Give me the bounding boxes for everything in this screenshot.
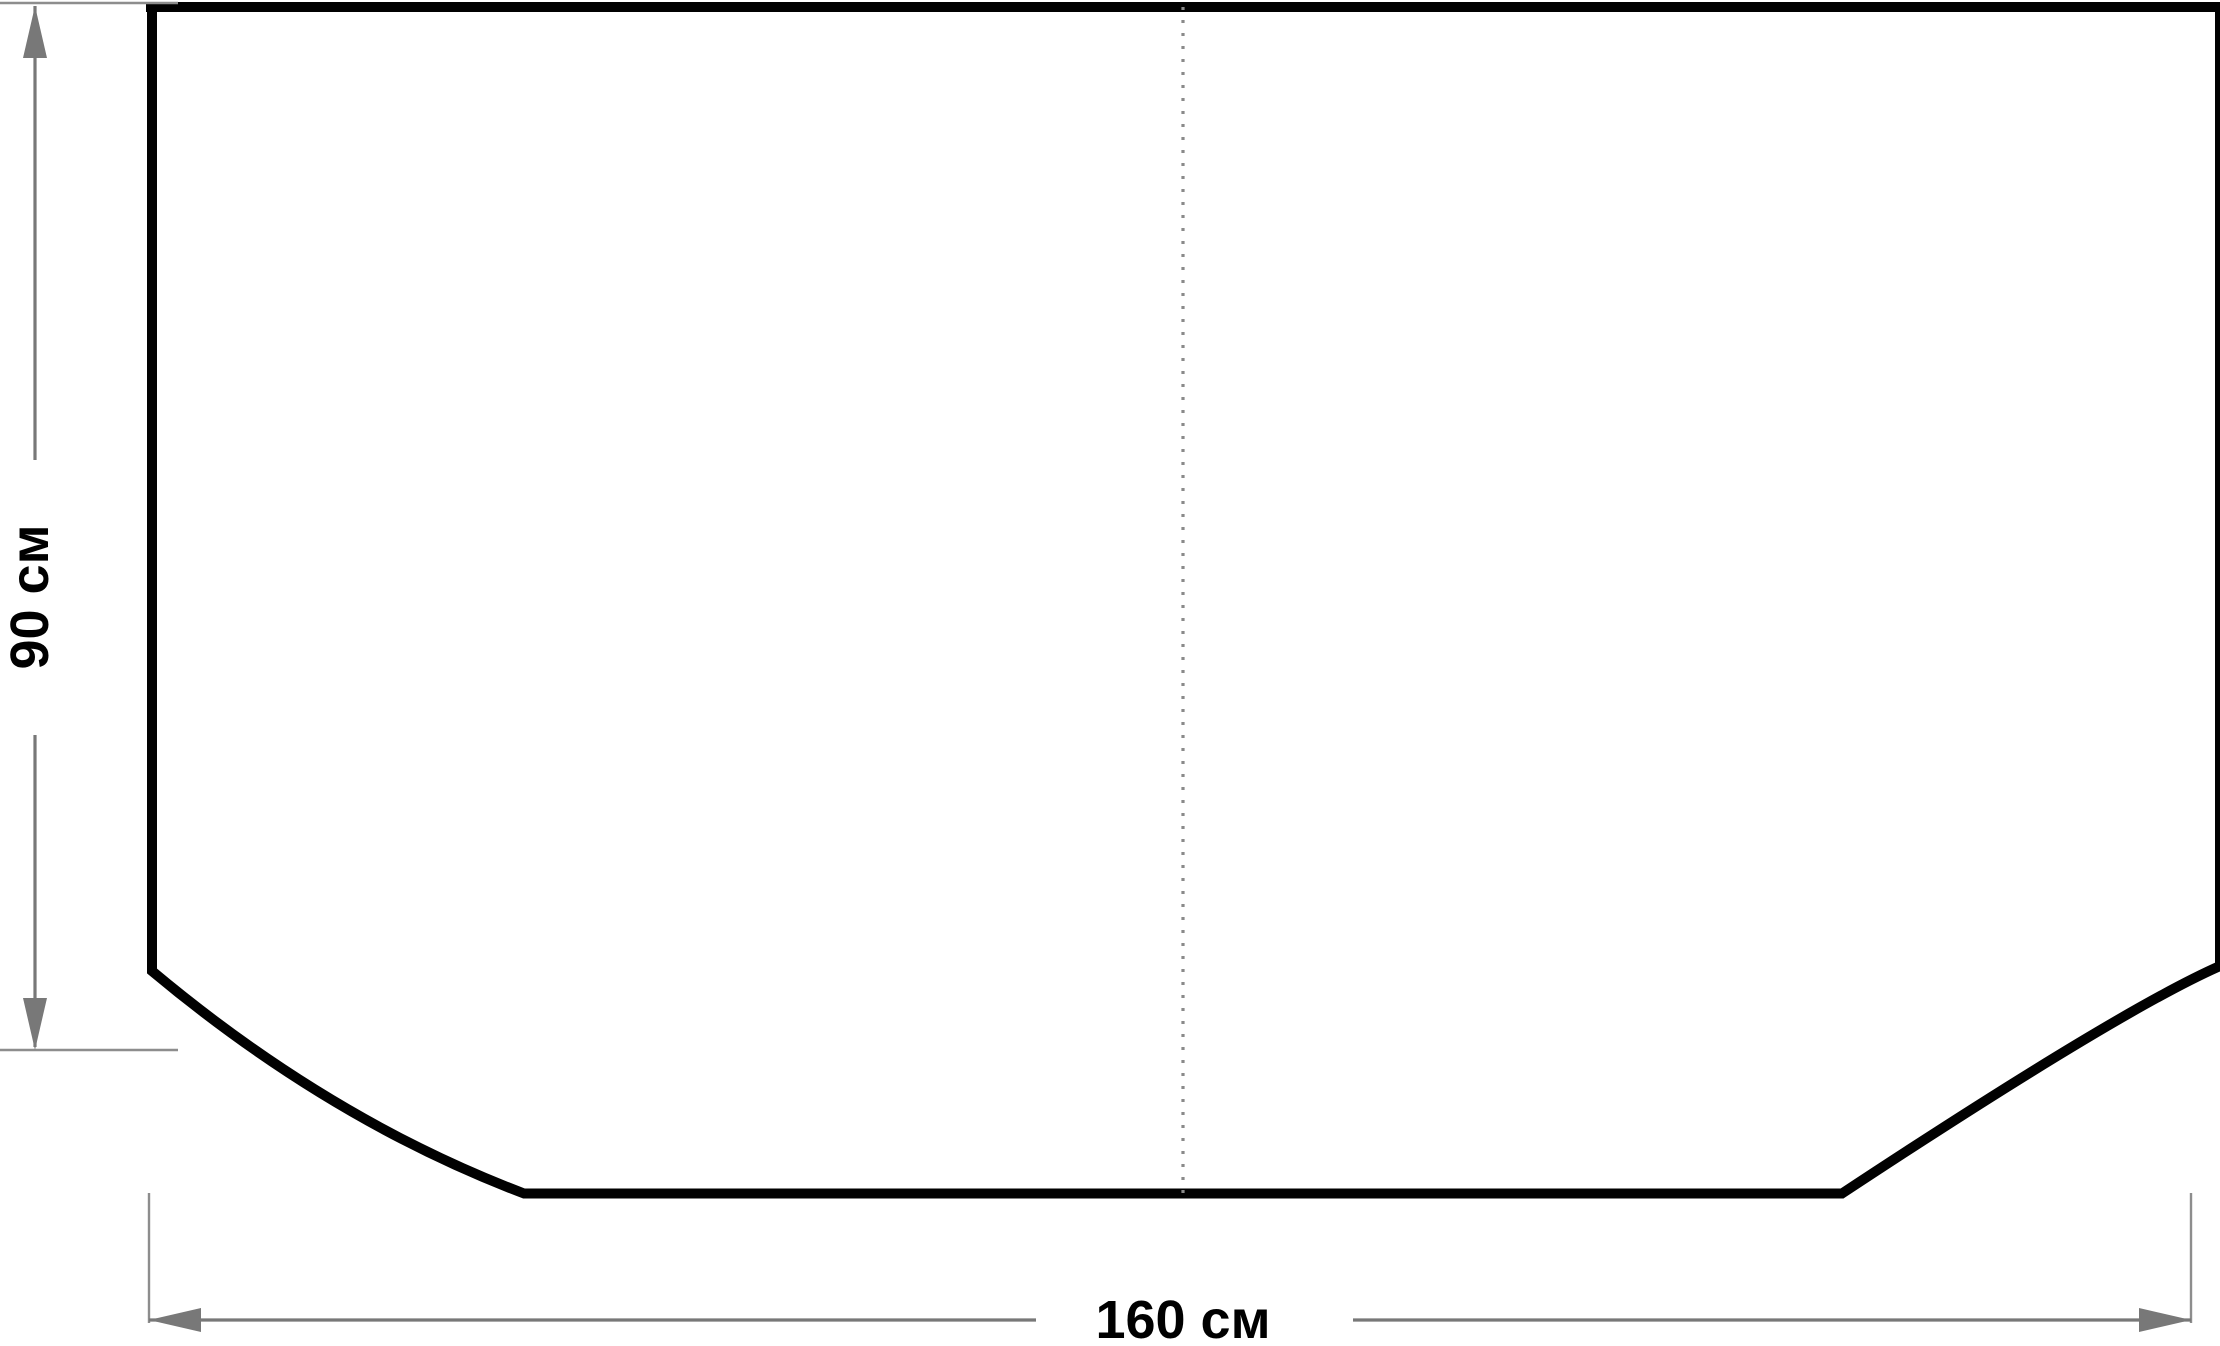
- svg-text:90 см: 90 см: [0, 524, 60, 669]
- svg-text:160 см: 160 см: [1095, 1290, 1270, 1346]
